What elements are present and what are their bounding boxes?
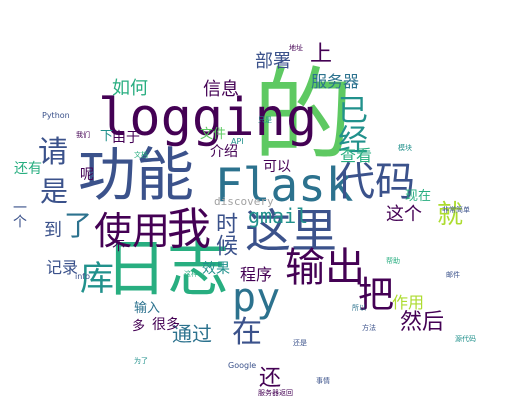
word-zheli: 这里 <box>245 204 337 258</box>
word-youjian: 邮件 <box>446 271 460 279</box>
word-yijing: 已经 <box>332 94 367 154</box>
word-zuoyong: 作用 <box>392 293 425 312</box>
word-de: 的 <box>253 57 353 174</box>
word-jilu: 记录 <box>46 258 79 277</box>
word-ne: 呢 <box>80 167 94 183</box>
word-fuwuqi-fanhui: 服务器返回 <box>258 389 293 397</box>
word-gmail: gmail <box>248 204 309 228</box>
word-tongguo: 通过 <box>172 322 212 346</box>
word-jiu: 就 <box>437 200 464 230</box>
word-suoyi: 所以 <box>352 304 366 312</box>
word-women: 我们 <box>76 131 90 139</box>
word-shiyong: 使用 <box>94 209 171 253</box>
word-zhege: 这个 <box>386 204 422 225</box>
word-shiqing: 事情 <box>316 377 330 385</box>
word-xiaoguo: 效果 <box>202 261 230 277</box>
word-haiyou: 还有 <box>14 161 42 177</box>
word-xia: 下 <box>100 129 114 144</box>
word-bangzhu: 帮助 <box>386 257 400 265</box>
word-google: Google <box>228 361 257 370</box>
word-bushu: 部署 <box>255 51 291 72</box>
word-yige: 一个 <box>11 200 27 228</box>
word-zhishi: 只是 <box>258 116 272 124</box>
word-hai: 还 <box>259 366 282 391</box>
word-wendang: 文档 <box>134 151 148 159</box>
word-henduo: 很多 <box>152 317 180 333</box>
word-shuru: 输入 <box>134 301 161 316</box>
word-shihou: 时候 <box>212 212 237 256</box>
word-bu: 不 <box>112 239 126 254</box>
word-jieshao: 介绍 <box>210 144 238 160</box>
word-flask: Flask <box>215 158 354 212</box>
word-daima: 代码 <box>335 159 415 205</box>
word-ruhe: 如何 <box>112 78 148 99</box>
word-rizhi: 日志 <box>105 232 230 305</box>
word-py: py <box>232 275 281 321</box>
word-youyu: 由于 <box>112 130 140 146</box>
word-chengxu: 程序 <box>240 265 273 284</box>
word-wenjian: 文件 <box>200 127 227 142</box>
word-logging: logging <box>98 88 318 148</box>
word-ranhou: 然后 <box>400 310 445 335</box>
word-zai: 在 <box>232 315 262 350</box>
word-qing: 请 <box>38 135 68 170</box>
word-haishi: 还是 <box>293 339 307 347</box>
word-shang: 上 <box>310 42 333 67</box>
word-zheyang: 这样 <box>184 270 198 278</box>
word-discovery: discovery <box>214 195 274 208</box>
word-dao: 到 <box>44 220 62 241</box>
word-weile: 为了 <box>134 357 148 365</box>
word-wo: 我 <box>167 204 211 255</box>
word-xinxi: 信息 <box>203 79 239 100</box>
word-api: API <box>231 137 244 146</box>
word-le: 了 <box>64 209 93 242</box>
word-ku: 库 <box>80 259 114 299</box>
word-xianzai: 现在 <box>405 189 432 204</box>
word-ba: 把 <box>358 275 395 316</box>
word-shuchu: 输出 <box>285 245 365 291</box>
word-keyi: 可以 <box>263 159 291 175</box>
word-dizhi: 地址 <box>289 44 303 52</box>
word-shi: 是 <box>40 175 69 208</box>
word-duo: 多 <box>132 319 146 334</box>
word-python: Python <box>42 111 70 120</box>
word-chakan: 查看 <box>340 146 373 165</box>
word-yuandaima: 源代码 <box>455 335 476 343</box>
word-feichang-jiandan: 非常简单 <box>442 206 470 214</box>
word-fangfa: 方法 <box>362 324 376 332</box>
word-info: info <box>75 272 91 281</box>
word-fuwuqi: 服务器 <box>311 72 360 91</box>
word-mokuai: 模块 <box>398 144 412 152</box>
word-gongneng: 功能 <box>78 141 195 209</box>
